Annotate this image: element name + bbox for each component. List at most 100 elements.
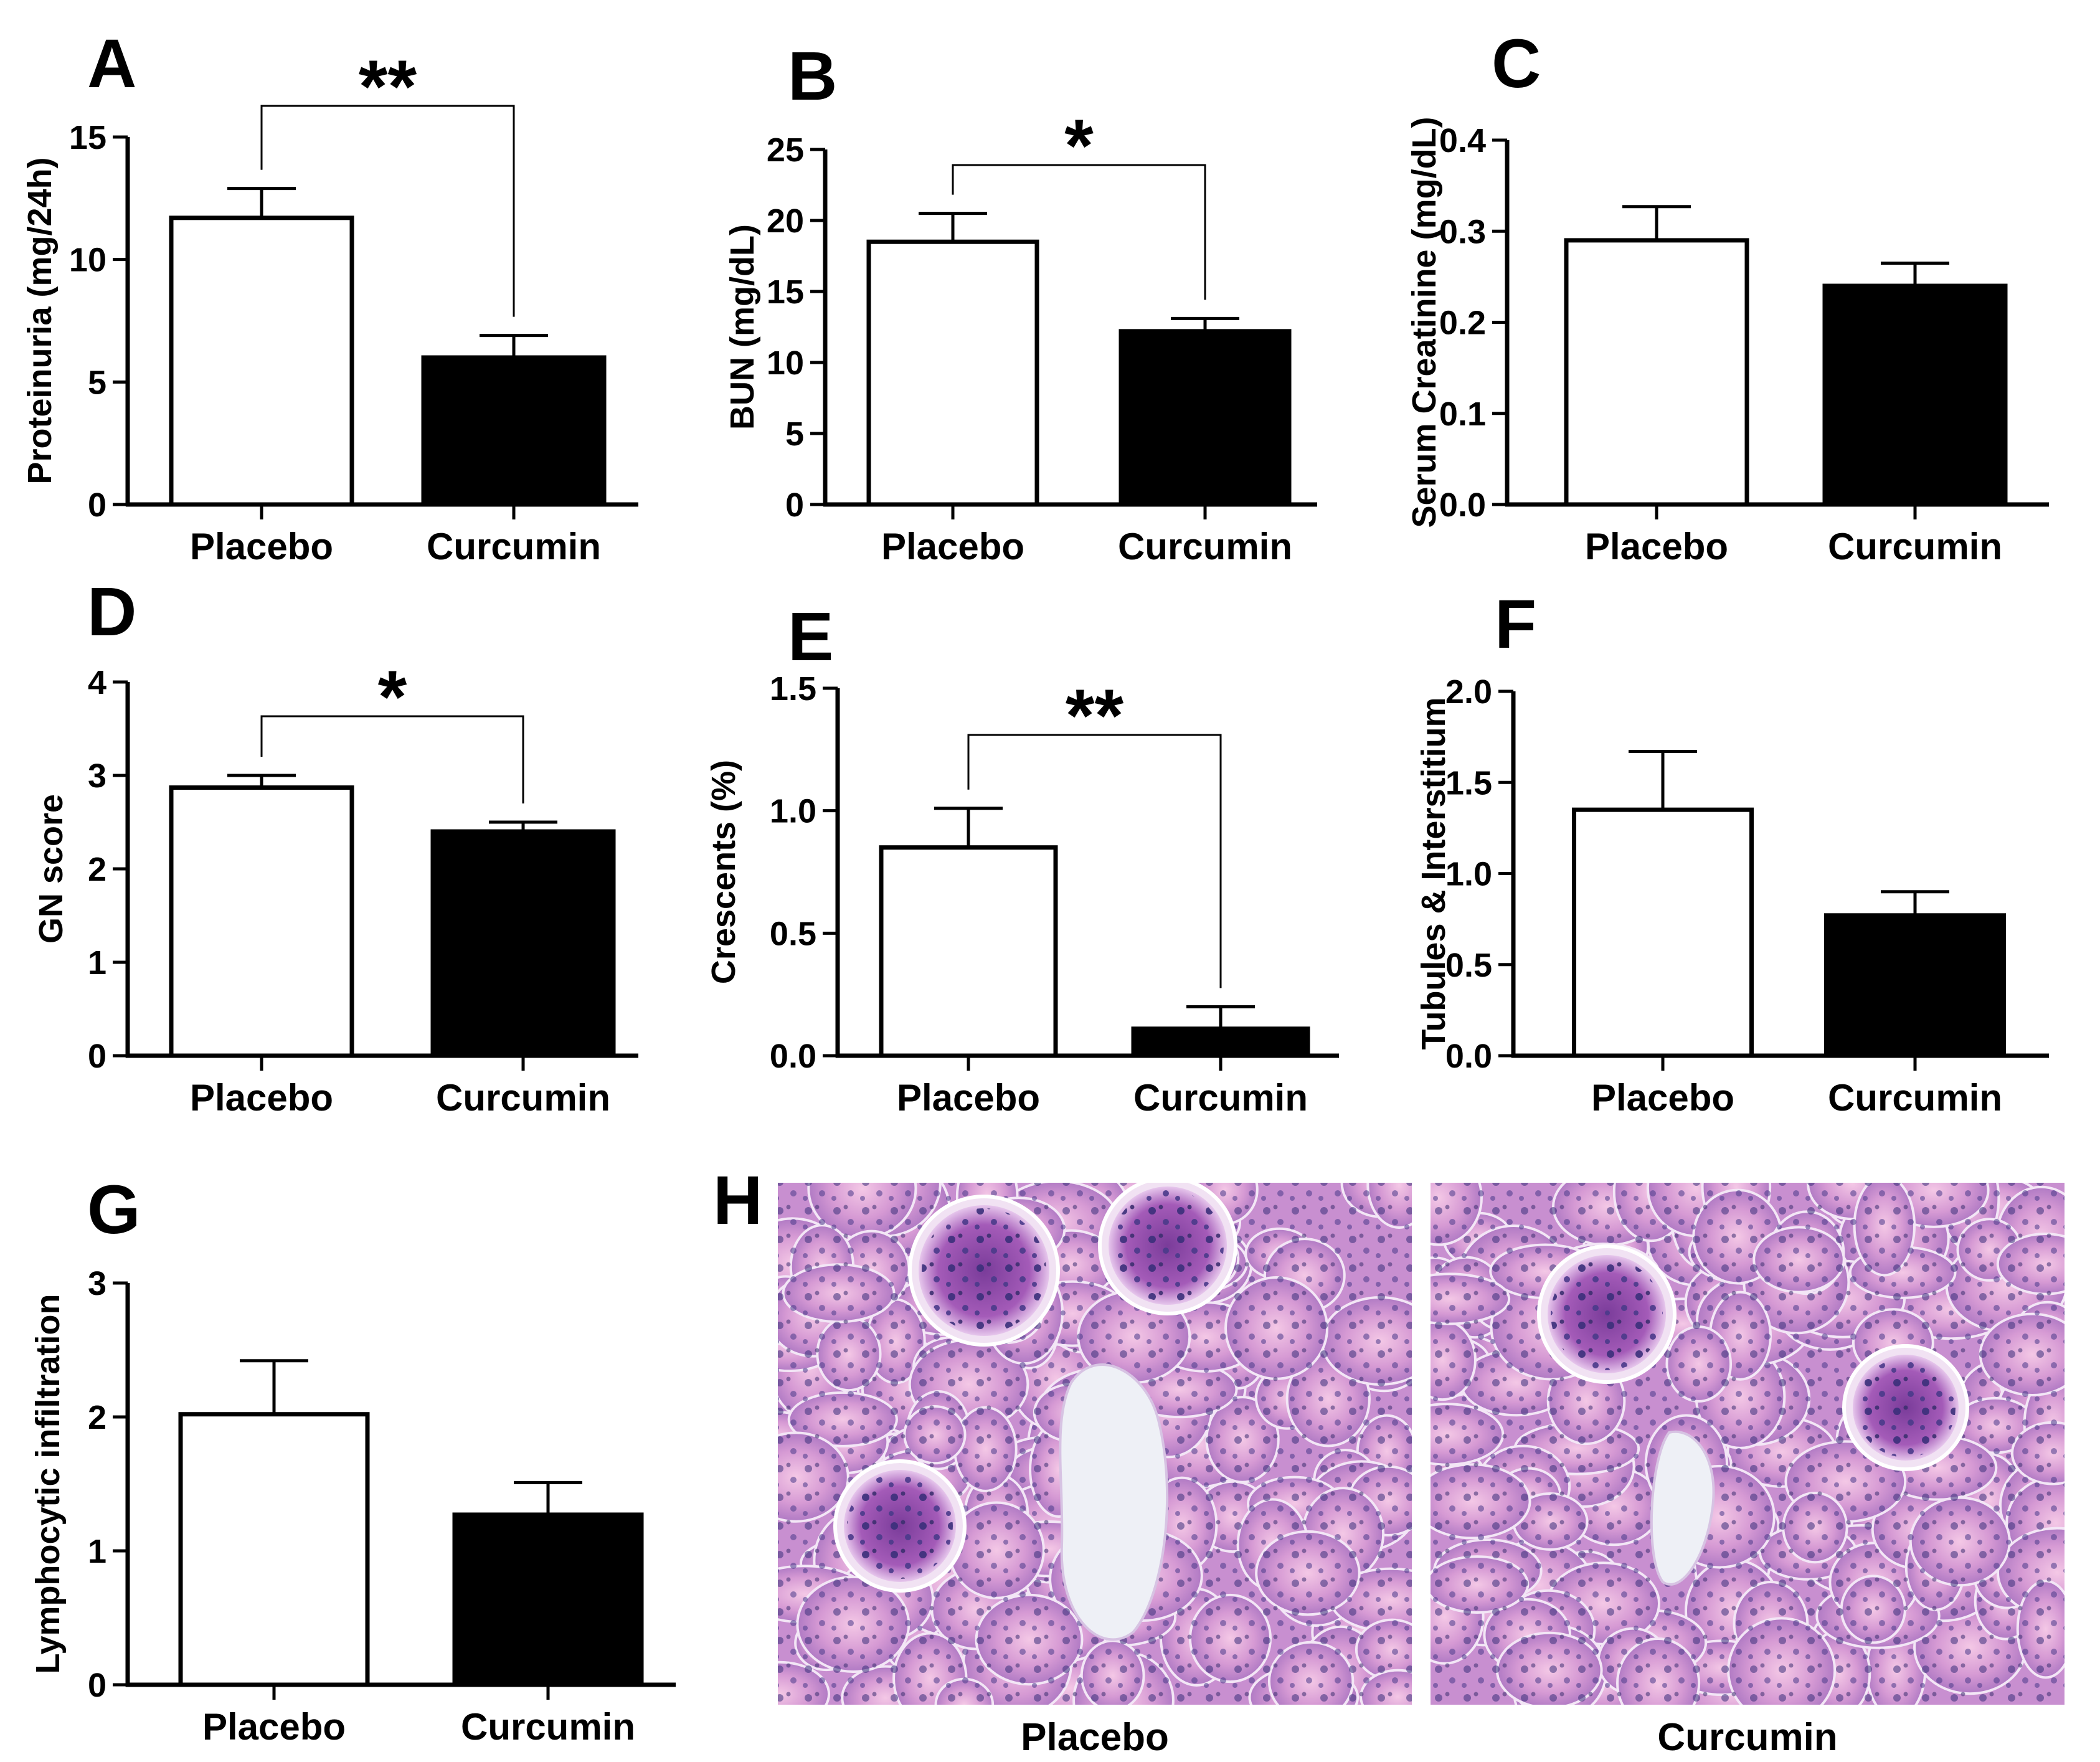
y-tick-label: 10 [767, 344, 804, 382]
x-tick-label: Placebo [202, 1706, 346, 1748]
histology-image-curcumin [1430, 1182, 2065, 1705]
chart-panel-a: A 0 5 10 15 Placebo Curcumin Proteinuria (mg/24… [21, 26, 638, 567]
glomerular-nuclei [1856, 1358, 1956, 1457]
y-tick-label: 10 [69, 242, 106, 279]
y-tick-label: 0.3 [1439, 213, 1486, 250]
bar-curcumin [1824, 913, 2006, 1058]
y-tick-label: 0 [88, 1038, 106, 1075]
y-axis-label: Serum Creatinine (mg/dL) [1406, 116, 1443, 528]
y-tick-label: 0.0 [770, 1038, 816, 1075]
chart-panel-b: B 0 5 10 15 20 25 Placebo Curcumin BUN (mg/dL) * [724, 38, 1317, 567]
bar-placebo [169, 216, 354, 507]
y-tick-label: 1 [88, 1533, 106, 1570]
bar-placebo [879, 845, 1058, 1058]
y-tick-label: 4 [88, 664, 106, 701]
x-tick-label: Curcumin [427, 526, 601, 567]
x-tick-label: Curcumin [1133, 1077, 1308, 1119]
bar-curcumin [1822, 283, 2008, 507]
glomerular-nuclei [1551, 1258, 1663, 1370]
y-axis-label: Crescents (%) [705, 760, 742, 984]
bar-placebo [178, 1412, 370, 1687]
chart-panel-d: D 0 1 2 3 4 Placebo Curcumin GN score * [32, 574, 638, 1119]
y-tick-label: 0 [785, 486, 804, 524]
y-tick-label: 2 [88, 1399, 106, 1436]
y-tick-label: 20 [767, 202, 804, 240]
y-tick-label: 0 [88, 1667, 106, 1704]
y-tick-label: 2 [88, 851, 106, 888]
y-tick-label: 3 [88, 757, 106, 795]
y-tick-label: 0.4 [1439, 122, 1486, 159]
y-tick-label: 1.5 [770, 670, 816, 708]
x-tick-label: Placebo [897, 1077, 1040, 1119]
bar-placebo [1572, 807, 1754, 1058]
panel-letter: F [1495, 586, 1536, 663]
vessel-lumen [1059, 1363, 1169, 1641]
image-frame [1429, 1182, 2066, 1706]
y-axis-label: Lymphocytic infiltration [29, 1294, 67, 1674]
y-tick-label: 0.2 [1439, 305, 1486, 342]
x-tick-label: Curcumin [436, 1077, 610, 1119]
bar-curcumin [452, 1512, 644, 1687]
y-tick-label: 25 [767, 131, 804, 169]
panel-letter: B [788, 38, 837, 115]
x-tick-label: Curcumin [461, 1706, 635, 1748]
bar-curcumin [1131, 1026, 1310, 1058]
vessel-lumen [1650, 1430, 1715, 1586]
y-tick-label: 3 [88, 1265, 106, 1302]
image-frame [777, 1182, 1413, 1706]
x-tick-label: Placebo [1585, 526, 1728, 567]
x-tick-label: Placebo [190, 526, 333, 567]
y-tick-label: 5 [88, 364, 106, 401]
histology-caption: Curcumin [1657, 1716, 1837, 1759]
glomerular-nuclei [1112, 1190, 1224, 1302]
y-tick-label: 0 [88, 486, 106, 524]
significance-marker: ** [359, 45, 417, 128]
histology-caption: Placebo [1021, 1716, 1169, 1759]
panel-letter: A [87, 26, 136, 102]
y-axis-label: GN score [32, 794, 70, 944]
y-tick-label: 0.0 [1439, 486, 1486, 524]
panel-letter: C [1492, 26, 1541, 102]
bar-curcumin [430, 829, 616, 1058]
bar-placebo [169, 785, 354, 1058]
panel-letter: H [713, 1162, 762, 1239]
bar-placebo [1564, 238, 1749, 507]
glomerular-nuclei [847, 1473, 953, 1579]
y-axis-label: BUN (mg/dL) [724, 224, 761, 430]
y-tick-label: 0.1 [1439, 396, 1486, 433]
x-tick-label: Curcumin [1828, 1077, 2002, 1119]
bar-curcumin [421, 355, 607, 507]
bar-curcumin [1119, 329, 1292, 507]
y-tick-label: 15 [767, 273, 804, 311]
chart-panel-c: C 0.0 0.1 0.2 0.3 0.4 Placebo Curcumin Serum Cre… [1406, 26, 2049, 567]
significance-marker: ** [1066, 674, 1124, 757]
x-tick-label: Placebo [881, 526, 1024, 567]
glomerular-nuclei [922, 1208, 1046, 1333]
y-axis-label: Proteinuria (mg/24h) [21, 157, 59, 484]
x-tick-label: Placebo [1591, 1077, 1734, 1119]
histology-image-placebo [777, 1182, 1412, 1705]
x-tick-label: Curcumin [1118, 526, 1292, 567]
significance-bracket [967, 734, 1222, 988]
panel-letter: E [788, 599, 833, 675]
nuclei-overlay [1430, 1182, 2065, 1705]
significance-bracket [952, 164, 1206, 300]
chart-panel-f: F 0.0 0.5 1.0 1.5 2.0 Placebo Curcumin Tubules &… [1415, 586, 2049, 1119]
bar-placebo [866, 239, 1039, 507]
significance-marker: * [378, 655, 407, 739]
significance-bracket [260, 715, 524, 803]
y-tick-label: 1.0 [770, 793, 816, 830]
y-tick-label: 15 [69, 119, 106, 156]
chart-panel-g: G 0 1 2 3 Placebo Curcumin Lymphocytic infiltra… [29, 1172, 676, 1748]
y-axis-label: Tubules & Interstitium [1415, 697, 1452, 1049]
y-tick-label: 1 [88, 944, 106, 982]
y-tick-label: 0.0 [1445, 1038, 1492, 1075]
x-tick-label: Curcumin [1828, 526, 2002, 567]
x-tick-label: Placebo [190, 1077, 333, 1119]
y-tick-label: 2.0 [1445, 673, 1492, 711]
panel-letter: D [87, 574, 136, 650]
significance-bracket [260, 105, 515, 317]
y-tick-label: 1.5 [1445, 764, 1492, 802]
y-tick-label: 5 [785, 415, 804, 453]
y-tick-label: 0.5 [770, 915, 816, 952]
